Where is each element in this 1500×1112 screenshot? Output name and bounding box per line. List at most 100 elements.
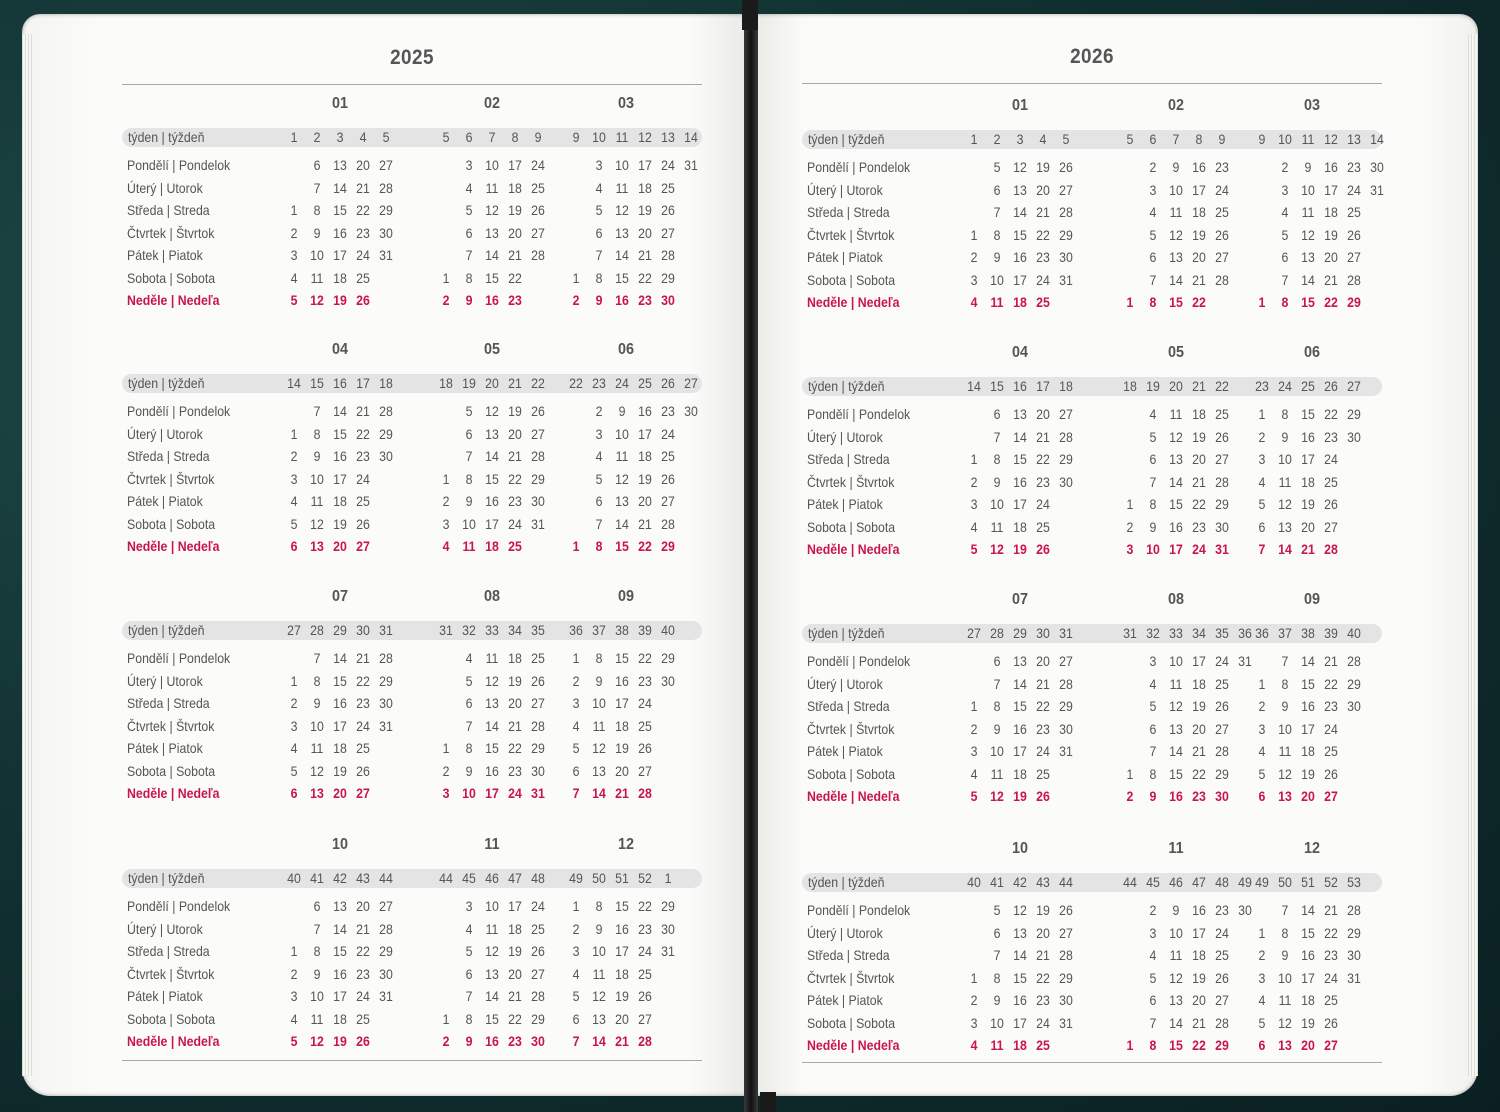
day-number: 22 [508,470,522,487]
day-number: 21 [508,988,522,1004]
day-number: 26 [356,515,370,532]
week-number: 40 [661,622,675,638]
day-number: 14 [592,785,606,801]
day-number: 29 [661,538,675,554]
day-number: 24 [356,247,370,263]
week-number: 34 [508,622,522,638]
day-number: 26 [1324,1014,1338,1031]
bottom-rule-2025 [122,1060,702,1061]
day-number: 29 [531,470,545,487]
week-number: 17 [356,375,370,391]
day-number: 10 [592,943,606,959]
week-number: 36 [569,622,583,638]
day-number: 7 [993,204,1001,220]
week-number: 41 [990,874,1004,890]
day-number: 24 [356,470,370,487]
day-label-1: Úterý | Utorok [127,672,203,689]
day-number: 21 [1192,271,1206,288]
day-number: 22 [1036,698,1050,714]
day-number: 2 [1126,518,1134,535]
day-number: 30 [1059,473,1073,490]
day-number: 22 [508,269,522,286]
day-number: 6 [1149,249,1157,265]
day-number: 16 [1301,947,1315,963]
day-number: 4 [290,269,298,286]
day-number: 28 [1059,428,1073,445]
day-number: 13 [592,762,606,779]
day-number: 7 [993,428,1001,445]
day-number: 16 [615,920,629,937]
day-number: 25 [1324,743,1338,759]
day-number: 2 [572,672,580,689]
day-number: 17 [333,247,347,263]
day-number: 26 [1059,902,1073,918]
day-number: 30 [531,493,545,509]
day-number: 27 [1215,720,1229,737]
day-number: 19 [333,762,347,779]
day-number: 24 [356,988,370,1004]
day-number: 1 [442,1010,450,1027]
day-number: 14 [333,179,347,196]
day-number: 2 [290,224,298,241]
day-number: 10 [1146,541,1160,557]
day-number: 24 [1036,496,1050,512]
day-number: 22 [638,538,652,554]
day-number: 10 [485,157,499,173]
day-label-0: Pondělí | Pondelok [127,403,231,419]
day-number: 11 [485,920,499,937]
day-number: 5 [290,292,298,308]
day-number: 7 [465,988,473,1004]
week-number: 7 [1172,131,1180,147]
week-number: 4 [359,129,367,145]
day-number: 6 [1149,992,1157,1008]
day-number: 6 [465,965,473,982]
day-number: 1 [1126,496,1134,512]
month-title-2026-12: 12 [1303,840,1320,857]
day-number: 25 [356,269,370,286]
day-number: 9 [1281,947,1289,963]
day-number: 30 [379,965,393,982]
day-number: 22 [638,650,652,666]
day-number: 29 [1347,675,1361,692]
day-number: 21 [1192,473,1206,490]
day-number: 3 [465,898,473,914]
day-number: 12 [1301,226,1315,243]
week-number: 44 [1123,874,1137,890]
day-number: 5 [572,988,580,1004]
day-number: 25 [1324,992,1338,1008]
day-number: 9 [595,920,603,937]
day-number: 3 [290,717,298,734]
day-number: 6 [465,425,473,442]
day-number: 1 [290,943,298,959]
day-number: 23 [508,762,522,779]
week-number: 5 [1062,131,1070,147]
week-number: 29 [1013,625,1027,641]
day-number: 13 [1169,992,1183,1008]
day-number: 15 [485,740,499,756]
day-number: 24 [661,425,675,442]
day-number: 20 [1301,788,1315,804]
day-label-1: Úterý | Utorok [807,428,883,445]
week-number: 3 [1016,131,1024,147]
day-number: 9 [993,249,1001,265]
day-number: 18 [333,493,347,509]
day-number: 17 [1301,969,1315,986]
month-title-2026-04: 04 [1011,344,1028,361]
day-number: 8 [993,226,1001,243]
day-number: 19 [638,470,652,487]
day-number: 6 [595,493,603,509]
day-number: 10 [310,247,324,263]
day-number: 3 [290,247,298,263]
month-title-2026-07: 07 [1011,591,1028,608]
week-number: 9 [1258,131,1266,147]
day-number: 10 [310,470,324,487]
day-number: 7 [1149,473,1157,490]
day-number: 18 [1324,204,1338,220]
day-number: 15 [615,650,629,666]
day-number: 8 [1149,1037,1157,1053]
day-number: 21 [1036,204,1050,220]
day-number: 22 [638,269,652,286]
day-number: 29 [1215,765,1229,782]
day-number: 17 [1013,496,1027,512]
